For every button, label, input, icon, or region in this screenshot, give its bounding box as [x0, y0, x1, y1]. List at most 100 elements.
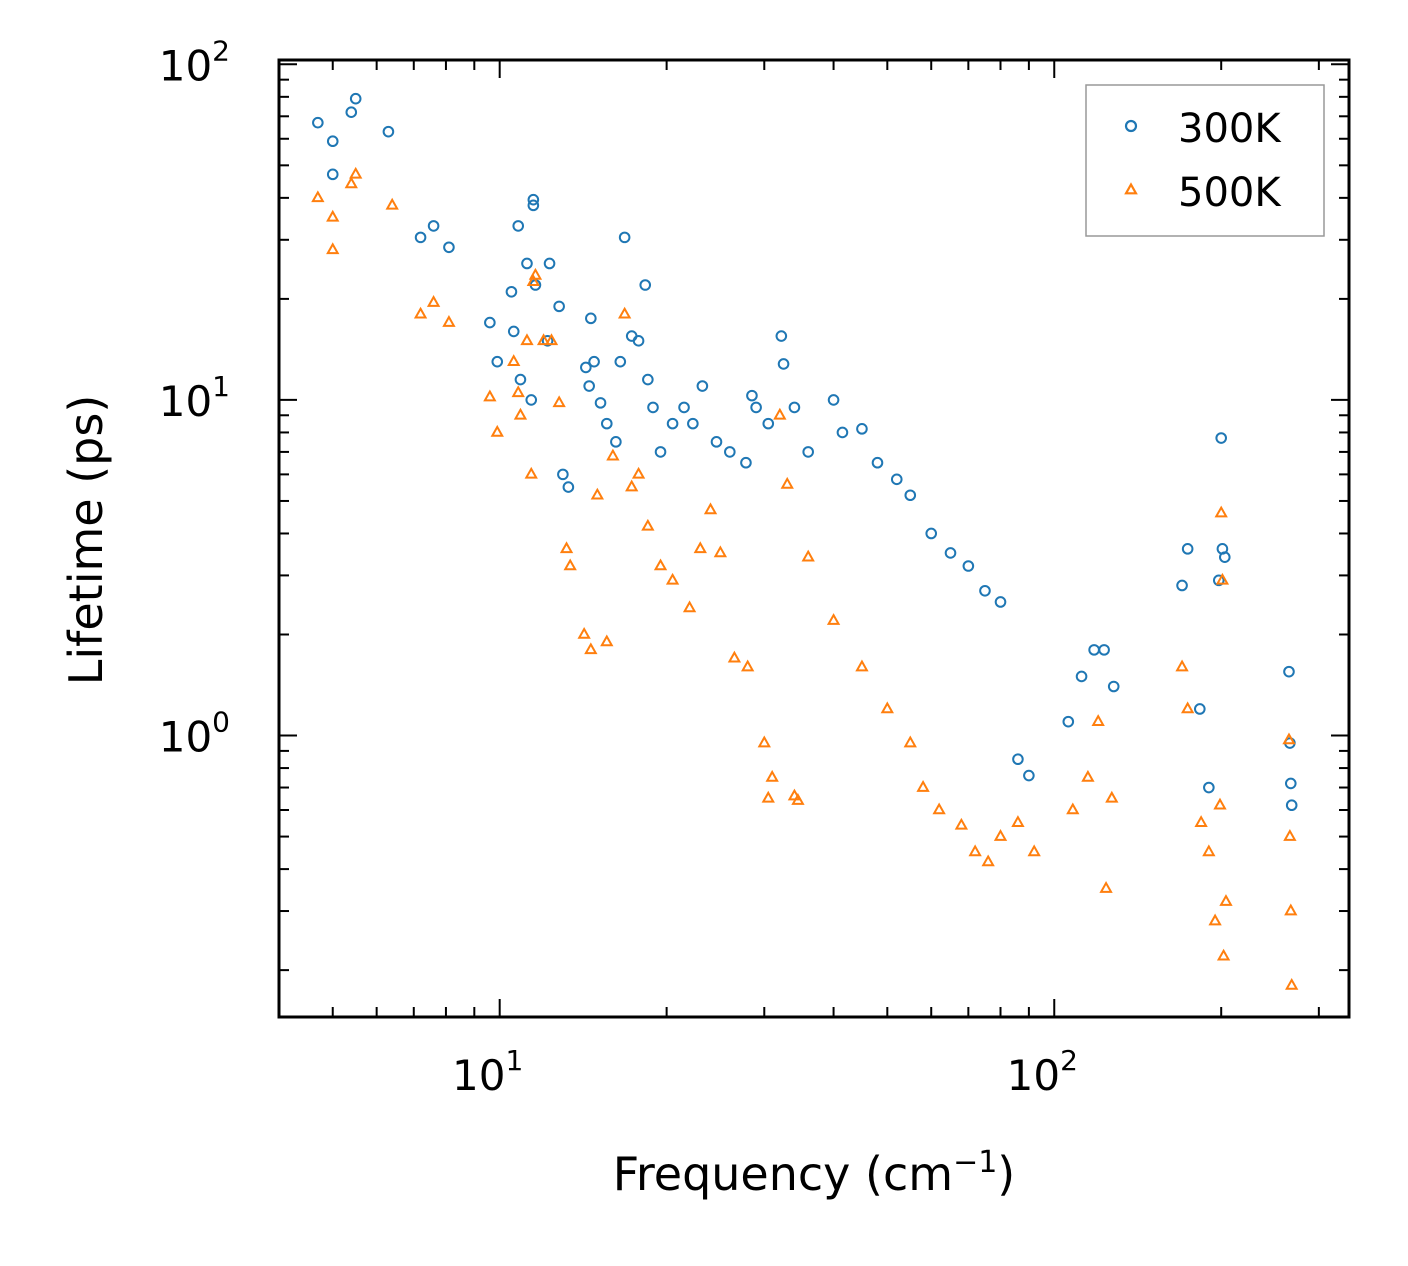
data-point-300K	[1194, 703, 1206, 715]
data-point-300K	[312, 116, 324, 129]
data-point-500K	[528, 267, 543, 280]
data-point-500K	[311, 190, 325, 203]
data-point-500K	[903, 735, 917, 748]
data-point-300K	[827, 394, 840, 406]
data-point-300K	[491, 355, 504, 368]
data-point-300K	[788, 401, 801, 414]
legend: 300K 500K	[1085, 84, 1325, 237]
data-point-300K	[890, 473, 903, 486]
data-point-300K	[512, 220, 525, 232]
data-point-300K	[904, 489, 917, 502]
data-point-500K	[757, 735, 771, 748]
data-point-500K	[765, 769, 779, 782]
data-point-300K	[710, 436, 723, 448]
data-point-300K	[505, 285, 518, 298]
data-point-500K	[693, 541, 707, 554]
data-point-500K	[617, 306, 632, 319]
data-point-500K	[520, 333, 534, 346]
data-point-500K	[1105, 790, 1119, 803]
data-point-500K	[780, 476, 794, 489]
data-point-300K	[1283, 665, 1295, 678]
data-point-500K	[968, 844, 982, 857]
data-point-300K	[925, 527, 938, 540]
data-point-500K	[1213, 797, 1227, 810]
data-point-300K	[856, 423, 868, 435]
data-point-500K	[552, 395, 566, 408]
data-point-300K	[1107, 680, 1120, 693]
data-point-500K	[385, 197, 399, 210]
x-axis-label: Frequency (cm−1)	[613, 1145, 1016, 1201]
data-point-300K	[642, 373, 654, 386]
data-point-300K	[1062, 715, 1075, 728]
data-point-300K	[1284, 777, 1297, 790]
data-point-300K	[632, 335, 645, 347]
data-point-500K	[773, 407, 787, 420]
data-point-300K	[724, 446, 736, 458]
data-point-500K	[442, 315, 456, 327]
data-point-500K	[954, 817, 969, 830]
data-point-300K	[1098, 644, 1110, 656]
data-point-500K	[344, 176, 358, 189]
data-point-500K	[631, 466, 646, 479]
data-point-500K	[641, 518, 655, 531]
data-point-500K	[791, 793, 805, 805]
data-point-300K	[594, 397, 607, 409]
data-point-300K	[562, 481, 575, 493]
data-point-500K	[483, 389, 497, 402]
data-point-300K	[1012, 753, 1024, 766]
data-point-500K	[1215, 572, 1230, 585]
data-point-300K	[345, 106, 358, 118]
data-point-300K	[802, 446, 814, 458]
data-point-500K	[703, 502, 718, 515]
data-point-500K	[727, 650, 742, 663]
data-point-500K	[1181, 701, 1195, 714]
data-point-500K	[584, 642, 598, 655]
data-point-300K	[639, 279, 652, 291]
series-500K	[311, 166, 1299, 990]
data-point-300K	[1285, 799, 1298, 812]
data-point-500K	[590, 487, 605, 500]
y-tick-label: 101	[159, 370, 230, 426]
data-point-500K	[563, 558, 577, 571]
data-point-300K	[443, 241, 455, 254]
axis-ticks	[278, 60, 1349, 1017]
data-point-500K	[526, 274, 541, 287]
data-point-300K	[527, 193, 540, 206]
data-point-300K	[1218, 551, 1231, 563]
data-point-500K	[713, 545, 728, 558]
data-point-300K	[678, 401, 690, 414]
data-point-300K	[514, 373, 527, 386]
data-point-500K	[993, 829, 1008, 841]
data-point-500K	[653, 558, 668, 571]
data-point-500K	[507, 354, 521, 366]
data-point-300K	[414, 231, 427, 244]
data-point-500K	[665, 572, 680, 585]
data-point-300K	[1212, 574, 1225, 587]
x-axis-label-superscript: −1	[953, 1145, 997, 1180]
data-point-300K	[746, 389, 758, 402]
data-point-500K	[1081, 769, 1095, 782]
data-point-500K	[511, 385, 525, 398]
data-point-500K	[741, 659, 755, 672]
data-point-300K	[696, 380, 709, 392]
data-point-300K	[326, 135, 339, 148]
data-point-500K	[625, 479, 639, 492]
data-point-500K	[1066, 802, 1080, 815]
data-point-500K	[1208, 913, 1222, 926]
data-point-500K	[326, 242, 340, 255]
data-point-300K	[580, 361, 592, 374]
y-axis-label: Lifetime (ps)	[59, 395, 113, 686]
data-point-300K	[994, 596, 1007, 608]
data-point-300K	[507, 325, 520, 338]
legend-label-300k: 300K	[1178, 106, 1282, 152]
data-point-500K	[1011, 815, 1025, 827]
data-point-500K	[981, 854, 995, 867]
data-point-500K	[513, 407, 528, 420]
data-point-500K	[1285, 977, 1299, 990]
data-point-500K	[1202, 844, 1216, 857]
tick-labels: 101 102 100 101 102	[159, 34, 1078, 1100]
data-point-300K	[614, 355, 627, 368]
data-point-300K	[1075, 670, 1088, 683]
data-point-300K	[1023, 769, 1035, 782]
data-point-500K	[916, 779, 930, 792]
